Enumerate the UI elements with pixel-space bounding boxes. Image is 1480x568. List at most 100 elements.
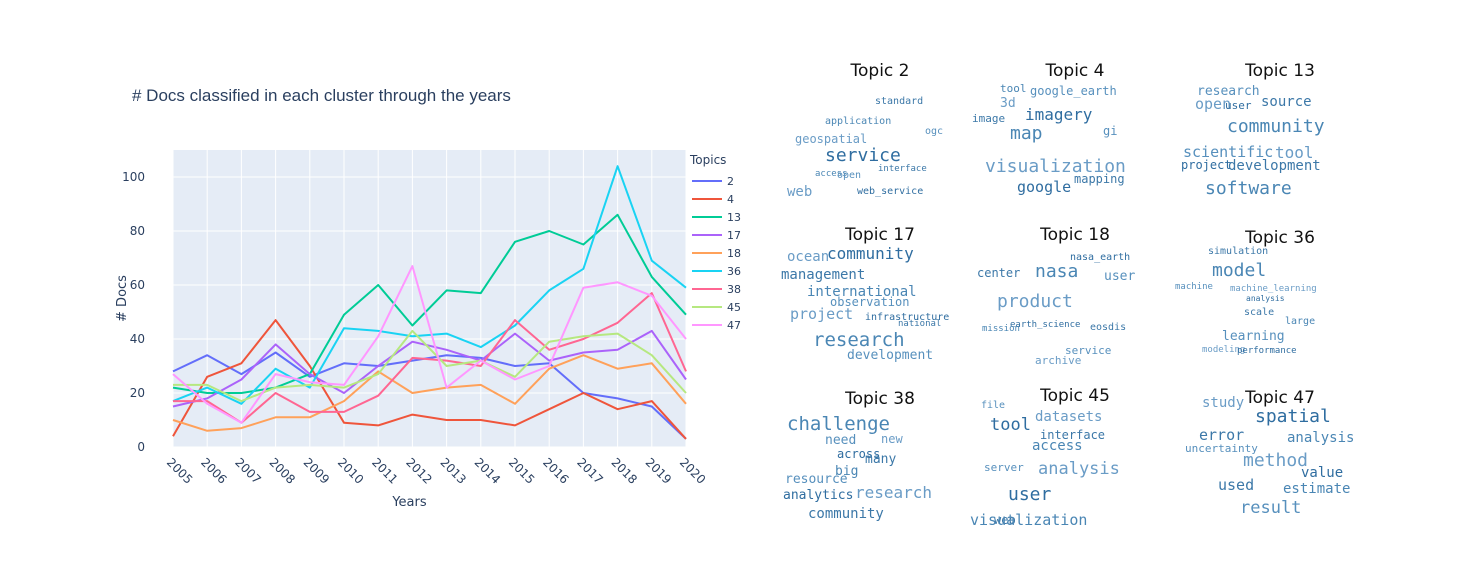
wordcloud-word: web xyxy=(787,184,813,200)
wordcloud-word: tool xyxy=(990,415,1031,435)
wordcloud-word: image xyxy=(972,112,1006,125)
wordcloud-word: model xyxy=(1212,260,1267,281)
y-tick-label: 20 xyxy=(130,386,145,400)
wordcloud-word: observation xyxy=(830,295,910,309)
y-axis-label: # Docs xyxy=(115,275,130,322)
wordcloud-word: access xyxy=(815,169,848,179)
wordcloud-word: analysis xyxy=(1246,294,1285,303)
wordcloud-word: community xyxy=(808,506,884,522)
wordcloud-word: machine xyxy=(1175,282,1213,292)
x-tick-label: 2006 xyxy=(198,455,229,486)
series-line-17 xyxy=(172,329,687,408)
wordcloud-word: ocean xyxy=(787,249,830,265)
wordcloud-word: need xyxy=(825,433,857,448)
legend-label-17: 17 xyxy=(727,229,741,242)
wordcloud-grid: Topic 2 standard application ogc geospatial s… xyxy=(775,55,1455,535)
wordcloud-word: project xyxy=(1181,158,1232,172)
x-tick-label: 2016 xyxy=(540,455,571,486)
legend-title: Topics xyxy=(689,153,726,167)
wordcloud-word: performance xyxy=(1237,346,1297,356)
wordcloud-word: map xyxy=(1010,123,1043,144)
wordcloud-word: study xyxy=(1202,395,1245,411)
wordcloud-word: user xyxy=(1104,269,1136,284)
legend-label-47: 47 xyxy=(727,319,741,332)
wordcloud-word: nasa xyxy=(1035,261,1079,282)
chart-title: # Docs classified in each cluster throug… xyxy=(132,86,511,105)
legend-label-4: 4 xyxy=(727,193,734,206)
wordcloud-word: uncertainty xyxy=(1185,442,1258,455)
wordcloud-word: many xyxy=(865,452,897,467)
wordcloud-word: international xyxy=(807,284,917,300)
x-tick-label: 2010 xyxy=(335,455,366,486)
wordcloud-word: application xyxy=(825,116,892,127)
wordcloud-word: archive xyxy=(1035,354,1082,367)
wordcloud-word: research xyxy=(855,483,933,502)
wordcloud-word: software xyxy=(1205,178,1292,199)
wordcloud-word: error xyxy=(1199,426,1245,444)
wordcloud-title: Topic 45 xyxy=(1040,386,1110,406)
series-line-18 xyxy=(172,354,687,432)
wordcloud-topic-47: Topic 47 study spatial error analysis uncerta… xyxy=(1175,385,1385,540)
wordcloud-topic-38: Topic 38 challenge need new across many big res… xyxy=(775,385,985,540)
series-line-36 xyxy=(172,165,687,405)
wordcloud-word: tool xyxy=(1275,143,1314,162)
wordcloud-word: resource xyxy=(785,472,848,487)
wordcloud-word: used xyxy=(1218,476,1255,494)
series-line-38 xyxy=(173,292,687,424)
wordcloud-word: challenge xyxy=(787,413,890,435)
legend-label-2: 2 xyxy=(727,175,734,188)
line-chart: 0 20 40 60 80 100 2005 2006 2007 2008 2009 2010 2011… xyxy=(115,150,741,510)
wordcloud-word: modeling xyxy=(1202,345,1246,355)
wordcloud-word: nasa_earth xyxy=(1070,252,1131,263)
wordcloud-topic-36: Topic 36 simulation model machine machine_le… xyxy=(1175,222,1385,377)
wordcloud-word: large xyxy=(1285,316,1316,327)
wordcloud-title: Topic 36 xyxy=(1245,228,1315,248)
wordcloud-word: earth_science xyxy=(1010,320,1081,330)
wordcloud-word: datasets xyxy=(1035,409,1103,425)
wordcloud-word: interface xyxy=(878,164,927,174)
wordcloud-title: Topic 13 xyxy=(1245,61,1315,81)
wordcloud-topic-13: Topic 13 research open user source community s… xyxy=(1175,55,1385,210)
y-tick-label: 40 xyxy=(130,332,145,346)
wordcloud-word: analysis xyxy=(1038,459,1120,479)
x-tick-label: 2007 xyxy=(232,455,263,486)
wordcloud-word: access xyxy=(1032,438,1083,454)
wordcloud-word: tool xyxy=(1000,82,1027,95)
wordcloud-word: new xyxy=(881,432,903,446)
wordcloud-word: simulation xyxy=(1208,246,1269,257)
wordcloud-word: spatial xyxy=(1255,406,1331,427)
wordcloud-word: source xyxy=(1261,94,1312,110)
series-line-4 xyxy=(172,319,687,440)
wordcloud-word: research xyxy=(1197,84,1260,99)
wordcloud-word: across xyxy=(837,447,881,461)
wordcloud-title: Topic 17 xyxy=(845,225,915,245)
x-tick-label: 2018 xyxy=(608,455,639,486)
wordcloud-title: Topic 4 xyxy=(1045,61,1105,81)
legend-label-38: 38 xyxy=(727,283,741,296)
wordcloud-word: learning xyxy=(1222,329,1285,344)
wordcloud-word: standard xyxy=(875,96,924,107)
wordcloud-word: machine_learning xyxy=(1230,284,1317,294)
x-tick-label: 2013 xyxy=(437,455,468,486)
wordcloud-word: project xyxy=(790,305,854,323)
x-tick-label: 2014 xyxy=(472,455,503,486)
wordcloud-word: service xyxy=(1065,344,1112,357)
x-tick-label: 2020 xyxy=(677,455,708,486)
wordcloud-topic-45: Topic 45 file datasets tool interface access s… xyxy=(970,385,1180,540)
wordcloud-topic-4: Topic 4 tool google_earth 3d imagery image map… xyxy=(970,55,1180,210)
wordcloud-word: analytics xyxy=(783,488,854,503)
wordcloud-word: open xyxy=(1195,95,1232,113)
x-tick-label: 2015 xyxy=(506,455,537,486)
legend-label-45: 45 xyxy=(727,301,741,314)
wordcloud-word: file xyxy=(981,400,1006,411)
wordcloud-title: Topic 2 xyxy=(850,61,910,81)
wordcloud-word: center xyxy=(977,266,1021,280)
wordcloud-word: scale xyxy=(1244,307,1275,318)
wordcloud-word: scientific xyxy=(1183,143,1274,161)
wordcloud-word: mission xyxy=(982,324,1020,334)
x-tick-label: 2019 xyxy=(643,455,674,486)
wordcloud-word: service xyxy=(825,145,901,166)
wordcloud-word: mapping xyxy=(1074,172,1125,186)
legend-label-13: 13 xyxy=(727,211,741,224)
